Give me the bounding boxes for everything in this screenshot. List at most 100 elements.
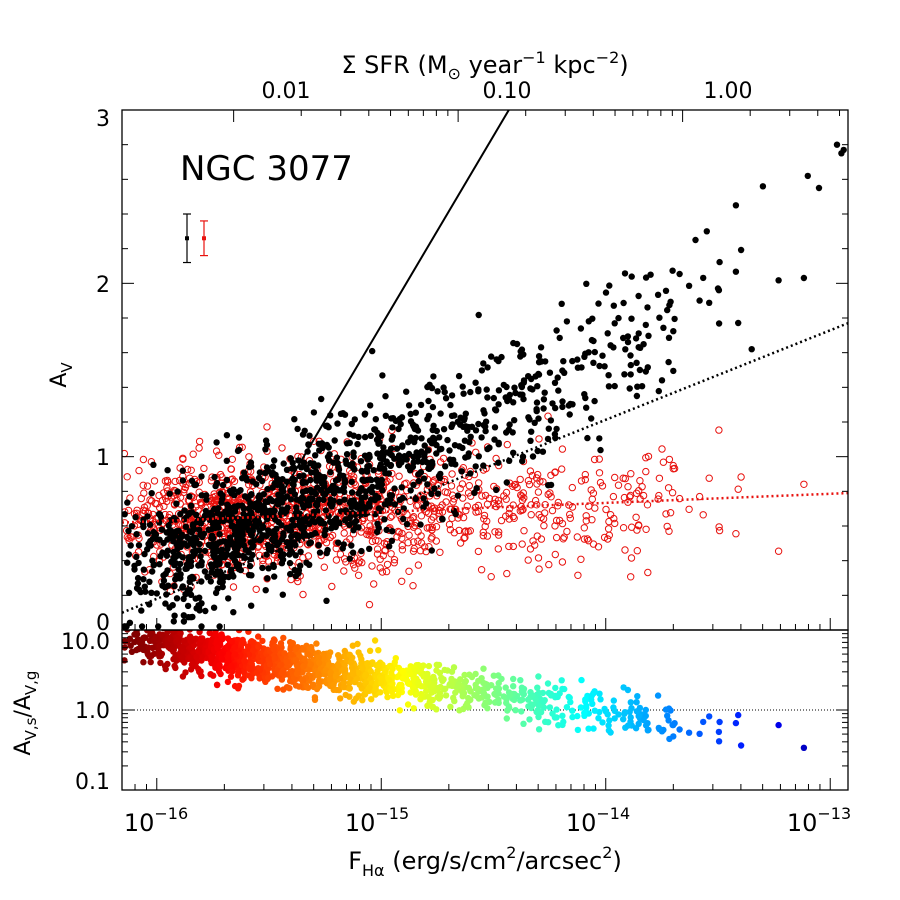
stellar-point <box>128 523 136 530</box>
gas-point <box>354 571 363 579</box>
gas-point <box>627 554 636 562</box>
stellar-point <box>537 344 545 351</box>
gas-point <box>367 530 375 538</box>
stellar-point <box>375 482 382 489</box>
stellar-point <box>293 496 300 503</box>
stellar-point <box>621 270 629 277</box>
ratio-point <box>605 722 612 729</box>
stellar-point <box>561 369 568 376</box>
stellar-point <box>373 476 380 483</box>
ratio-point <box>553 706 560 713</box>
ratio-point <box>255 643 262 650</box>
ratio-point <box>315 679 322 686</box>
ratio-point <box>193 653 200 661</box>
stellar-point <box>361 433 369 441</box>
stellar-point <box>635 330 642 337</box>
ratio-point <box>715 728 723 736</box>
gas-point <box>479 532 487 540</box>
stellar-point <box>278 536 286 543</box>
x-tick-label: 10−13 <box>787 804 851 837</box>
gas-point <box>510 481 519 489</box>
gas-point <box>490 499 499 508</box>
stellar-point <box>286 525 293 532</box>
gas-point <box>632 489 641 497</box>
gas-point <box>390 556 399 564</box>
ratio-point <box>484 705 491 712</box>
stellar-point <box>472 463 479 470</box>
ratio-point <box>140 659 147 666</box>
stellar-point <box>346 431 353 438</box>
stellar-point <box>447 401 454 409</box>
stellar-point <box>391 455 398 462</box>
stellar-point <box>264 485 271 493</box>
stellar-point <box>467 433 474 440</box>
stellar-point <box>269 463 277 470</box>
stellar-point <box>526 416 533 423</box>
gas-point <box>516 475 524 484</box>
stellar-point <box>627 361 634 369</box>
gas-point <box>509 501 517 509</box>
ratio-point <box>518 708 525 715</box>
gas-point <box>619 524 628 532</box>
gas-point <box>699 511 707 519</box>
stellar-point <box>355 490 362 497</box>
gas-point <box>669 465 677 473</box>
gas-point <box>525 480 534 489</box>
stellar-point <box>179 467 186 474</box>
gas-point <box>390 559 398 567</box>
stellar-point <box>585 318 592 325</box>
stellar-point <box>320 496 327 503</box>
stellar-point <box>352 517 360 525</box>
stellar-point <box>229 571 236 578</box>
stellar-point <box>638 383 646 390</box>
stellar-point <box>224 545 231 553</box>
stellar-point <box>342 516 349 523</box>
stellar-point <box>235 434 243 441</box>
stellar-point <box>578 364 585 371</box>
stellar-point <box>551 379 559 386</box>
stellar-point <box>223 476 231 484</box>
ratio-point <box>396 707 403 714</box>
gas-point <box>455 526 463 535</box>
stellar-point <box>599 352 606 359</box>
stellar-point <box>389 433 396 440</box>
ratio-point <box>460 690 467 697</box>
top-panel-data <box>122 110 848 630</box>
stellar-point <box>493 486 500 494</box>
stellar-point <box>398 414 406 421</box>
gas-point <box>574 571 582 579</box>
stellar-point <box>676 270 683 278</box>
gas-point <box>480 515 488 523</box>
stellar-point <box>315 471 322 479</box>
stellar-point <box>224 561 231 568</box>
ratio-point <box>529 692 536 699</box>
gas-point <box>370 580 378 588</box>
stellar-point <box>735 319 742 327</box>
ratio-point <box>308 647 315 654</box>
gas-point <box>125 534 133 542</box>
gas-point <box>535 565 543 573</box>
ratio-point <box>440 676 447 683</box>
gas-point <box>534 470 542 479</box>
ratio-point <box>300 646 307 653</box>
ratio-point <box>280 634 287 642</box>
stellar-point <box>342 507 349 514</box>
stellar-point <box>490 394 497 402</box>
gas-point <box>627 470 635 478</box>
stellar-point <box>440 384 447 391</box>
ratio-point <box>607 729 614 736</box>
ratio-point <box>624 722 632 729</box>
stellar-point <box>601 363 608 370</box>
stellar-point <box>315 516 323 523</box>
stellar-point <box>298 464 305 471</box>
stellar-point <box>388 492 396 499</box>
stellar-point <box>248 463 255 470</box>
stellar-point <box>569 357 576 365</box>
ratio-point <box>635 713 642 720</box>
stellar-point <box>440 426 448 433</box>
stellar-point <box>645 332 652 339</box>
stellar-point <box>414 458 422 465</box>
gas-point <box>435 509 443 517</box>
stellar-point <box>558 300 565 307</box>
stellar-point <box>333 454 341 461</box>
